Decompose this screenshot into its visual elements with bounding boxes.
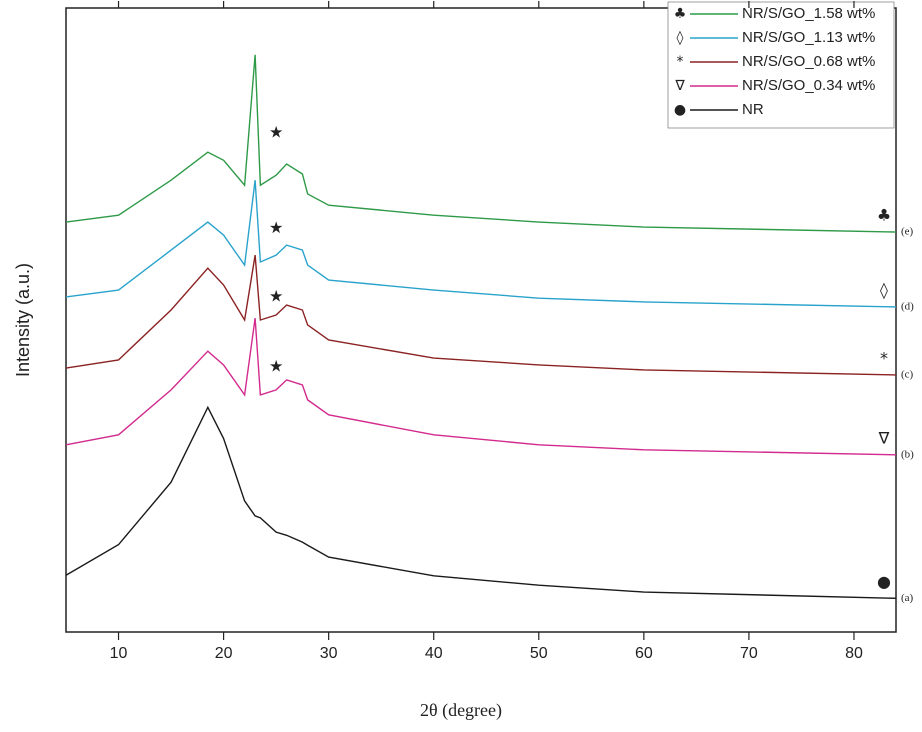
x-tick-label: 40 <box>425 645 443 662</box>
x-axis-label: 2θ (degree) <box>420 700 502 721</box>
series-marker: ◊ <box>880 280 888 299</box>
legend-marker: ∇ <box>674 78 685 94</box>
legend-label: NR/S/GO_1.13 wt% <box>742 29 875 46</box>
x-tick-label: 30 <box>320 645 338 662</box>
x-tick-label: 20 <box>215 645 233 662</box>
series-tag: (e) <box>901 226 914 238</box>
annotation: ★ <box>269 286 283 305</box>
series-tag: (c) <box>901 368 914 380</box>
series-line <box>65 54 897 233</box>
series-line <box>65 180 897 308</box>
x-tick-label: 60 <box>635 645 653 662</box>
legend-marker: ● <box>674 102 686 118</box>
y-axis-label: Intensity (a.u.) <box>13 263 33 377</box>
series-marker: ♣ <box>877 206 891 225</box>
series-line <box>65 254 897 376</box>
series-tag: (a) <box>901 592 914 604</box>
x-tick-label: 80 <box>845 645 863 662</box>
legend-marker: ♣ <box>674 6 687 22</box>
legend-marker: ◊ <box>677 30 684 46</box>
series-marker: * <box>880 348 888 367</box>
annotation: ★ <box>269 356 283 375</box>
legend-label: NR/S/GO_0.68 wt% <box>742 53 875 70</box>
series-line <box>65 318 897 456</box>
annotation: ★ <box>269 218 283 237</box>
x-tick-label: 10 <box>110 645 128 662</box>
legend-label: NR/S/GO_1.58 wt% <box>742 5 875 22</box>
series-line <box>65 405 897 600</box>
legend-marker: * <box>677 54 684 70</box>
series-tag: (b) <box>901 448 914 460</box>
plot-frame <box>65 7 897 633</box>
legend-label: NR <box>742 101 764 118</box>
series-marker: ∇ <box>878 428 890 447</box>
legend-box <box>667 1 895 129</box>
legend-label: NR/S/GO_0.34 wt% <box>742 77 875 94</box>
series-marker: ● <box>877 572 891 591</box>
series-tag: (d) <box>901 300 914 312</box>
x-tick-label: 50 <box>530 645 548 662</box>
annotation: ★ <box>269 122 283 141</box>
x-tick-label: 70 <box>740 645 758 662</box>
